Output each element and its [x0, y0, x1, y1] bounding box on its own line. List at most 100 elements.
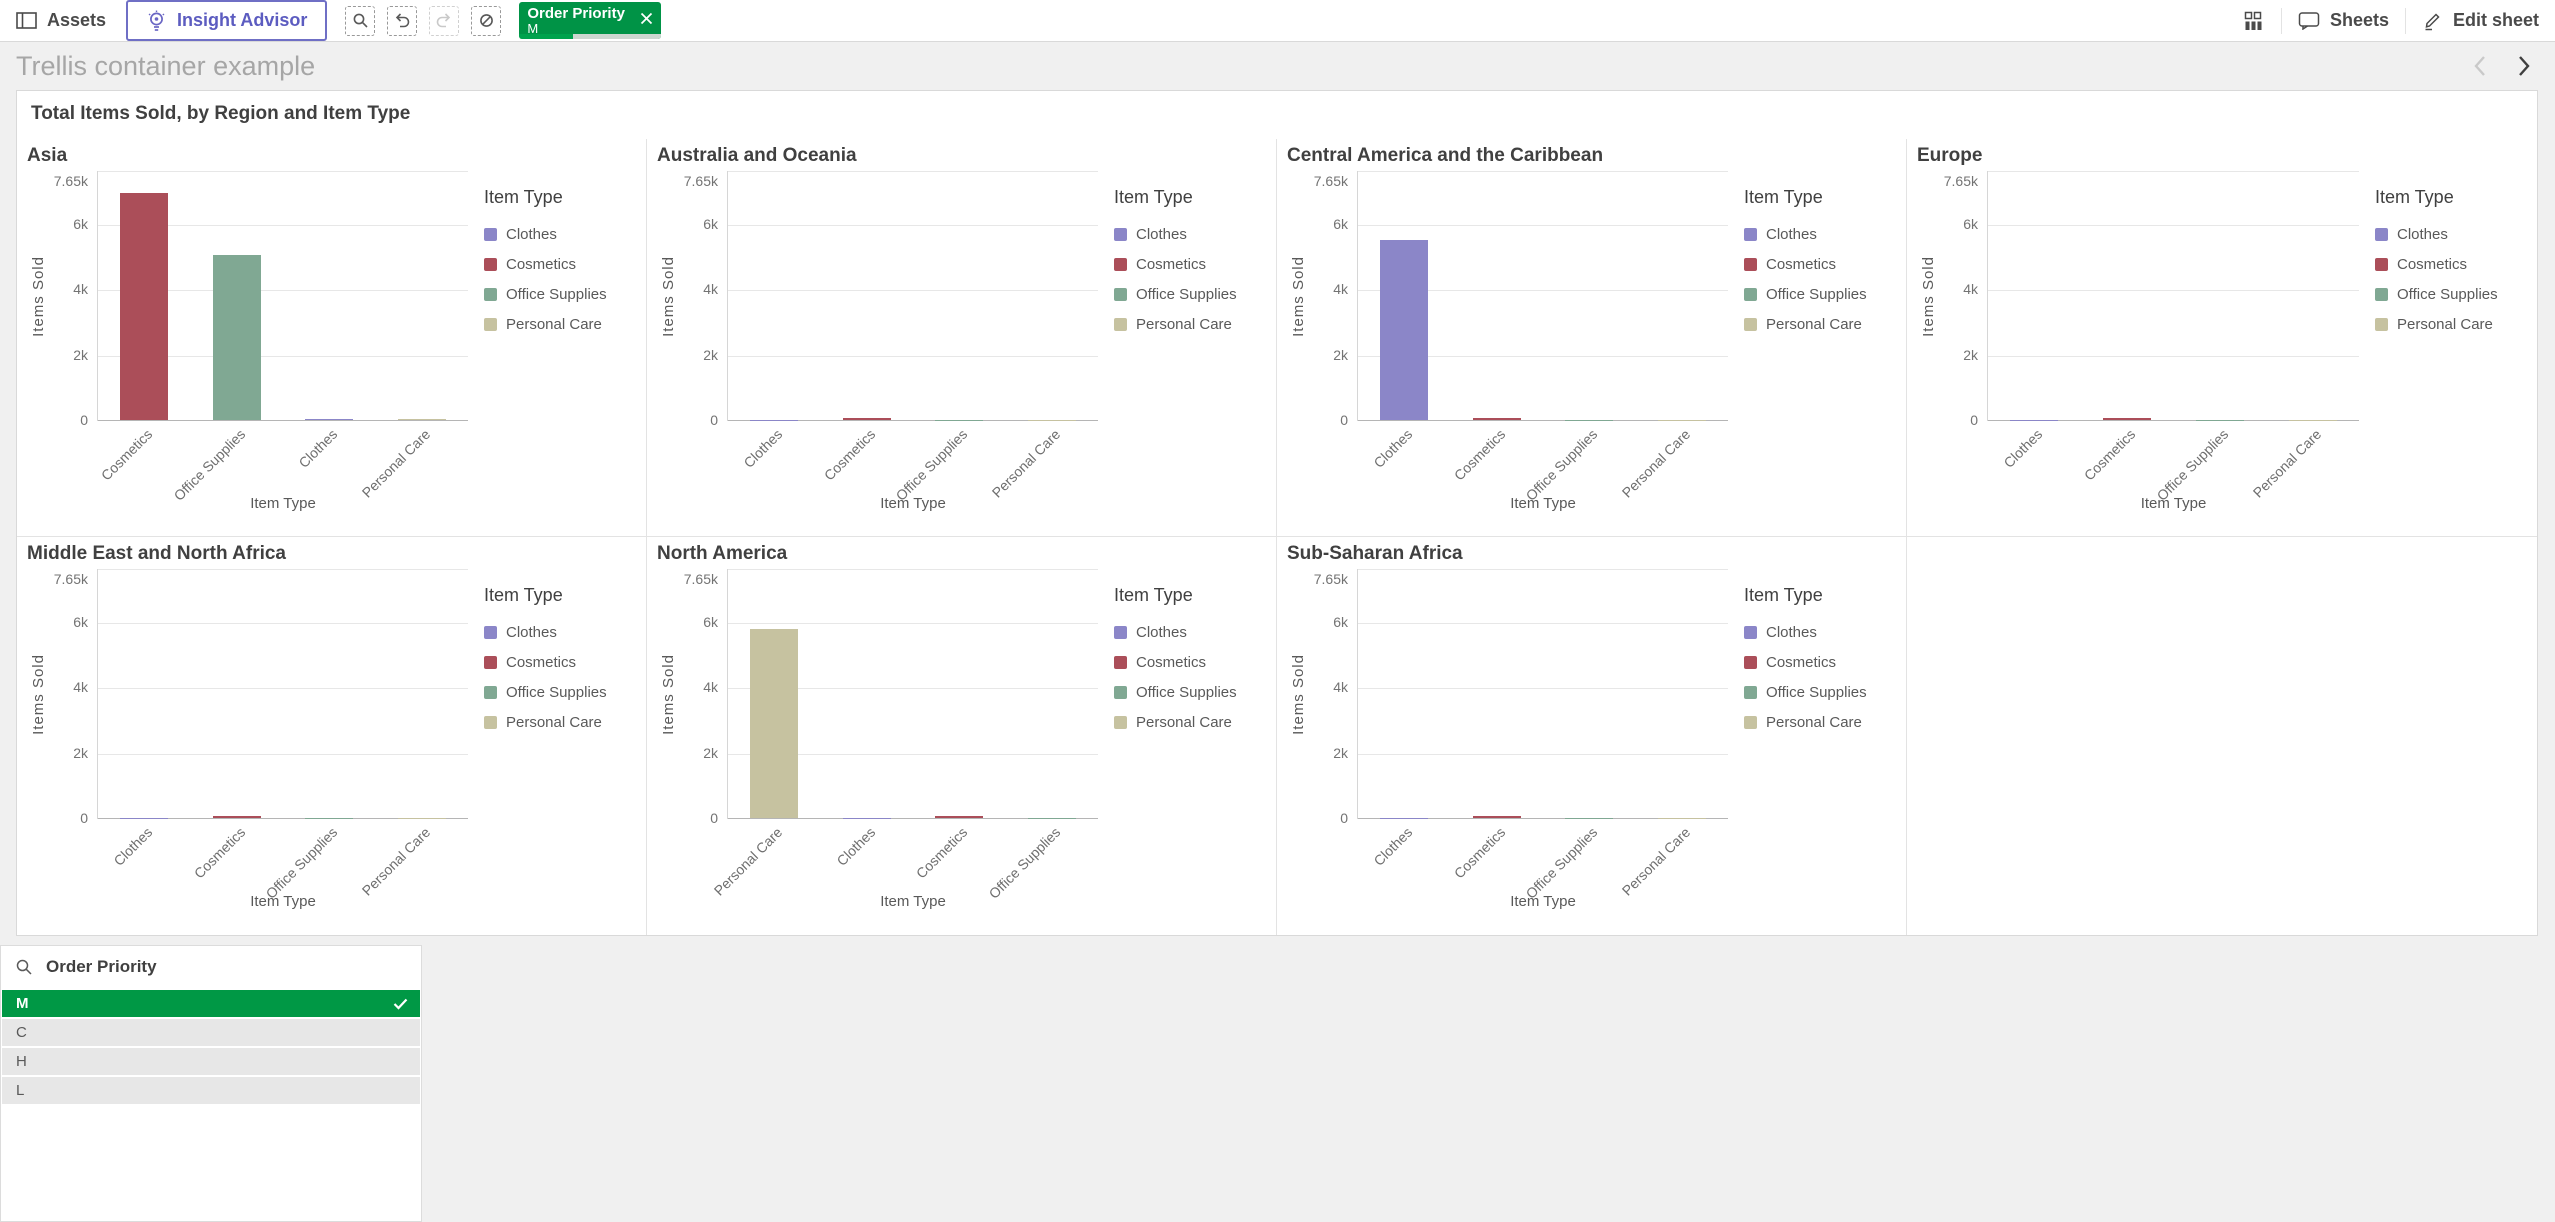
x-axis-title: Item Type [2140, 495, 2207, 512]
legend-item-office-supplies[interactable]: Office Supplies [1114, 286, 1266, 303]
chart-body: Items Sold 7.65k 6k 4k 2k 0 Clothes Cosmetics Of… [657, 171, 1266, 512]
legend-item-office-supplies[interactable]: Office Supplies [484, 684, 636, 701]
y-tick-label: 4k [703, 679, 718, 696]
legend-item-personal-care[interactable]: Personal Care [1744, 714, 1896, 731]
legend-item-clothes[interactable]: Clothes [484, 624, 636, 641]
listbox-item-L[interactable]: L [2, 1077, 420, 1104]
y-axis-label-column: Items Sold [657, 171, 679, 421]
legend-item-personal-care[interactable]: Personal Care [2375, 316, 2527, 333]
chart-title: Central America and the Caribbean [1287, 145, 1604, 166]
listbox-item-C[interactable]: C [2, 1019, 420, 1046]
bar-clothes[interactable] [1380, 239, 1429, 420]
legend-item-office-supplies[interactable]: Office Supplies [1744, 286, 1896, 303]
legend-swatch [2375, 228, 2388, 241]
edit-sheet-button[interactable]: Edit sheet [2406, 0, 2555, 41]
x-axis-title: Item Type [250, 893, 316, 910]
legend-item-personal-care[interactable]: Personal Care [1744, 316, 1896, 333]
chart-panel-sub-saharan-africa: Sub-Saharan Africa Items Sold 7.65k 6k 4k 2k 0… [1277, 537, 1907, 935]
listbox-item-H[interactable]: H [2, 1048, 420, 1075]
x-axis-baseline [728, 420, 1098, 421]
sheets-button[interactable]: Sheets [2282, 0, 2405, 41]
bar-personal-care[interactable] [397, 418, 446, 420]
assets-button[interactable]: Assets [0, 0, 122, 41]
listbox-header[interactable]: Order Priority [1, 946, 421, 988]
step-forward-icon [437, 13, 451, 28]
chevron-left-icon[interactable] [2473, 55, 2487, 77]
bar-cosmetics[interactable] [1472, 418, 1521, 420]
bar-cosmetics[interactable] [212, 816, 261, 818]
bar-cosmetics[interactable] [842, 418, 891, 420]
gridline [98, 753, 468, 755]
legend-item-cosmetics[interactable]: Cosmetics [484, 654, 636, 671]
legend-item-office-supplies[interactable]: Office Supplies [1114, 684, 1266, 701]
selection-chip-progress-fill [519, 34, 574, 39]
y-axis-ticks: 7.65k 6k 4k 2k 0 [1309, 171, 1357, 428]
insight-advisor-button[interactable]: Insight Advisor [126, 0, 328, 41]
legend-item-cosmetics[interactable]: Cosmetics [484, 256, 636, 273]
clear-selections-icon [479, 14, 493, 27]
y-axis-ticks: 7.65k 6k 4k 2k 0 [679, 569, 727, 826]
legend-item-clothes[interactable]: Clothes [1744, 624, 1896, 641]
y-tick-label: 4k [73, 679, 88, 696]
legend-item-personal-care[interactable]: Personal Care [484, 714, 636, 731]
gridline [98, 224, 468, 226]
legend-item-office-supplies[interactable]: Office Supplies [484, 286, 636, 303]
legend-item-personal-care[interactable]: Personal Care [484, 316, 636, 333]
step-back-button[interactable] [387, 5, 418, 36]
plot-column: 7.65k 6k 4k 2k 0 Clothes Cosmetics Office Suppl… [679, 171, 1098, 512]
assets-label: Assets [47, 10, 107, 30]
x-tick-label: Office Supplies [1522, 824, 1601, 902]
legend-swatch [1114, 228, 1127, 241]
plot-row: 7.65k 6k 4k 2k 0 [679, 569, 1098, 826]
bar-cosmetics[interactable] [1472, 816, 1521, 818]
legend-item-clothes[interactable]: Clothes [484, 226, 636, 243]
clear-selections-button[interactable] [471, 5, 502, 36]
selection-chip-order-priority[interactable]: Order Priority M [519, 2, 662, 39]
app-objects-button[interactable] [2228, 0, 2281, 41]
bar-personal-care[interactable] [750, 629, 799, 818]
step-back-icon [396, 13, 410, 28]
x-tick-label: Personal Care [1618, 824, 1694, 899]
listbox-item-M[interactable]: M [2, 990, 420, 1017]
chevron-right-icon[interactable] [2517, 55, 2531, 77]
gridline [1358, 355, 1728, 357]
x-axis-labels: Cosmetics Office Supplies Clothes Personal … [98, 421, 468, 504]
legend-item-clothes[interactable]: Clothes [2375, 226, 2527, 243]
legend-item-clothes[interactable]: Clothes [1744, 226, 1896, 243]
legend-title: Item Type [1114, 585, 1193, 605]
legend-item-personal-care[interactable]: Personal Care [1114, 714, 1266, 731]
bar-office-supplies[interactable] [212, 254, 261, 420]
y-tick-label: 2k [1333, 346, 1348, 363]
legend-label: Clothes [1136, 226, 1187, 243]
y-tick-label: 0 [1340, 412, 1348, 428]
step-forward-button[interactable] [429, 5, 460, 36]
legend-item-cosmetics[interactable]: Cosmetics [1114, 256, 1266, 273]
gridline [728, 569, 1098, 570]
x-tick-label: Cosmetics [2080, 426, 2139, 484]
legend-swatch [1114, 626, 1127, 639]
y-tick-label: 2k [703, 744, 718, 761]
legend-label: Clothes [506, 226, 557, 243]
bar-cosmetics[interactable] [2103, 418, 2152, 420]
close-icon[interactable] [639, 11, 654, 26]
search-selections-button[interactable] [345, 5, 376, 36]
legend-item-clothes[interactable]: Clothes [1114, 624, 1266, 641]
legend-item-cosmetics[interactable]: Cosmetics [2375, 256, 2527, 273]
legend-item-cosmetics[interactable]: Cosmetics [1114, 654, 1266, 671]
legend-item-office-supplies[interactable]: Office Supplies [1744, 684, 1896, 701]
legend-item-personal-care[interactable]: Personal Care [1114, 316, 1266, 333]
legend-label: Office Supplies [1766, 286, 1867, 303]
legend-label: Office Supplies [506, 684, 607, 701]
x-tick-label: Personal Care [1618, 426, 1694, 501]
y-tick-label: 7.65k [683, 571, 718, 587]
bar-cosmetics[interactable] [120, 192, 169, 420]
legend-item-clothes[interactable]: Clothes [1114, 226, 1266, 243]
legend-item-cosmetics[interactable]: Cosmetics [1744, 654, 1896, 671]
gridline [1358, 569, 1728, 570]
bar-cosmetics[interactable] [935, 816, 984, 818]
legend-item-cosmetics[interactable]: Cosmetics [1744, 256, 1896, 273]
search-icon[interactable] [15, 958, 33, 976]
legend-item-office-supplies[interactable]: Office Supplies [2375, 286, 2527, 303]
bar-clothes[interactable] [305, 418, 354, 420]
